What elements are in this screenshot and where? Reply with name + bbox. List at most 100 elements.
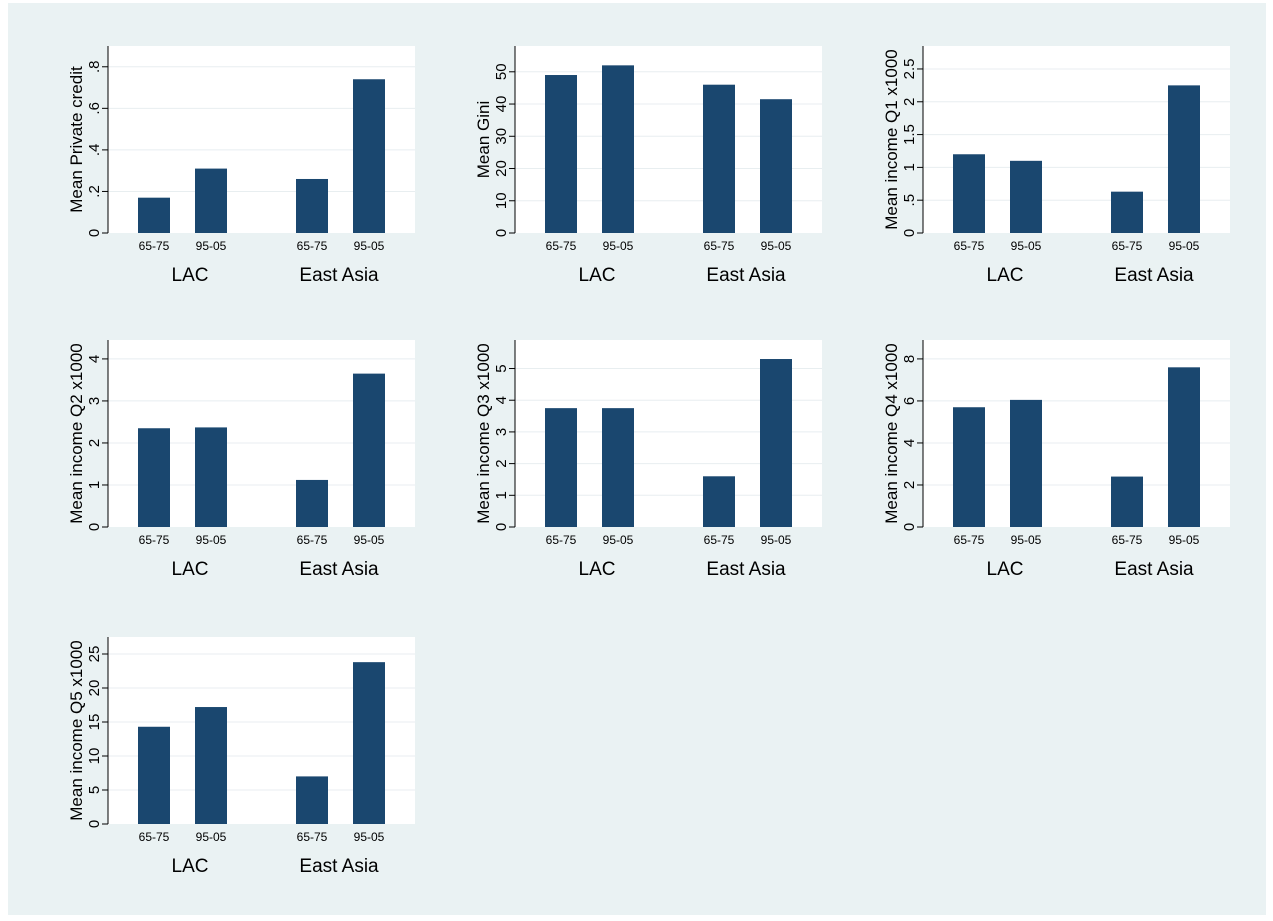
x-tick-label: 95-05: [603, 239, 634, 253]
x-tick-label: 65-75: [954, 239, 985, 253]
bar: [138, 197, 170, 233]
group-label: LAC: [579, 559, 616, 580]
y-tick-label: .2: [86, 185, 103, 198]
y-tick-label: 2.5: [901, 59, 918, 80]
x-tick-label: 65-75: [1112, 533, 1143, 547]
bar: [296, 178, 328, 233]
bar: [1111, 191, 1143, 233]
y-tick-label: 1: [901, 163, 918, 171]
group-label: East Asia: [299, 559, 379, 580]
bar: [953, 407, 985, 527]
bar: [1111, 476, 1143, 527]
bar: [195, 168, 227, 233]
y-tick-label: 1.5: [901, 124, 918, 145]
y-tick-label: 0: [493, 523, 510, 531]
y-tick-label: 2: [86, 439, 103, 447]
group-label: LAC: [172, 856, 209, 877]
bar: [195, 427, 227, 527]
y-tick-label: 0: [86, 820, 103, 828]
bar: [703, 476, 735, 527]
y-tick-label: 2: [901, 481, 918, 489]
y-tick-label: 5: [493, 364, 510, 372]
y-axis-label: Mean income Q2 x1000: [67, 343, 86, 524]
y-tick-label: 30: [493, 128, 510, 145]
y-axis-label: Mean Private credit: [67, 66, 86, 213]
y-tick-label: 5: [86, 786, 103, 794]
bar: [760, 359, 792, 527]
x-tick-label: 65-75: [297, 239, 328, 253]
bar: [760, 99, 792, 233]
bar: [1168, 367, 1200, 527]
y-tick-label: 0: [86, 229, 103, 237]
y-tick-label: 0: [901, 229, 918, 237]
y-tick-label: 10: [493, 192, 510, 209]
x-tick-label: 95-05: [761, 239, 792, 253]
y-tick-label: 20: [493, 160, 510, 177]
group-label: East Asia: [1114, 559, 1194, 580]
y-tick-label: 10: [86, 748, 103, 765]
bar: [296, 479, 328, 527]
group-label: East Asia: [299, 856, 379, 877]
x-tick-label: 65-75: [139, 830, 170, 844]
bar: [1010, 399, 1042, 527]
y-tick-label: 4: [901, 439, 918, 447]
y-tick-label: 6: [901, 397, 918, 405]
x-tick-label: 65-75: [954, 533, 985, 547]
bar: [602, 408, 634, 527]
group-label: East Asia: [706, 265, 786, 286]
group-label: East Asia: [1114, 265, 1194, 286]
x-tick-label: 95-05: [1011, 533, 1042, 547]
bar: [1010, 160, 1042, 233]
x-tick-label: 95-05: [196, 830, 227, 844]
y-axis-label: Mean income Q4 x1000: [882, 343, 901, 524]
bar: [138, 428, 170, 527]
x-tick-label: 95-05: [603, 533, 634, 547]
x-tick-label: 65-75: [297, 830, 328, 844]
y-tick-label: 40: [493, 96, 510, 113]
bar: [195, 707, 227, 824]
y-tick-label: 1: [86, 481, 103, 489]
x-tick-label: 95-05: [1169, 239, 1200, 253]
y-tick-label: 1: [493, 491, 510, 499]
y-tick-label: 20: [86, 680, 103, 697]
x-tick-label: 95-05: [354, 533, 385, 547]
y-tick-label: 3: [86, 397, 103, 405]
chart-figure: 0.2.4.6.8 Mean Private credit 65-75 95-05 65…: [8, 3, 1266, 915]
bar: [353, 79, 385, 233]
x-tick-label: 95-05: [354, 830, 385, 844]
bar: [353, 373, 385, 527]
group-label: East Asia: [299, 265, 379, 286]
x-tick-label: 95-05: [761, 533, 792, 547]
y-axis-label: Mean Gini: [474, 101, 493, 178]
y-tick-label: 3: [493, 428, 510, 436]
x-tick-label: 95-05: [1011, 239, 1042, 253]
y-tick-label: 0: [493, 229, 510, 237]
group-label: LAC: [172, 265, 209, 286]
y-tick-label: .4: [86, 144, 103, 157]
y-tick-label: 50: [493, 63, 510, 80]
y-tick-label: 0: [86, 523, 103, 531]
y-tick-label: 2: [493, 459, 510, 467]
bar: [296, 776, 328, 824]
y-tick-label: 4: [493, 396, 510, 404]
x-tick-label: 65-75: [546, 533, 577, 547]
y-axis-label: Mean income Q5 x1000: [67, 640, 86, 821]
x-tick-label: 95-05: [196, 239, 227, 253]
y-tick-label: 2: [901, 98, 918, 106]
y-tick-label: .6: [86, 102, 103, 115]
bar: [138, 726, 170, 824]
bar: [545, 408, 577, 527]
y-tick-label: .5: [901, 194, 918, 207]
bar: [1168, 85, 1200, 233]
y-axis-label: Mean income Q1 x1000: [882, 49, 901, 230]
bar: [353, 662, 385, 824]
x-tick-label: 95-05: [354, 239, 385, 253]
y-tick-label: 25: [86, 646, 103, 663]
y-tick-label: 15: [86, 714, 103, 731]
